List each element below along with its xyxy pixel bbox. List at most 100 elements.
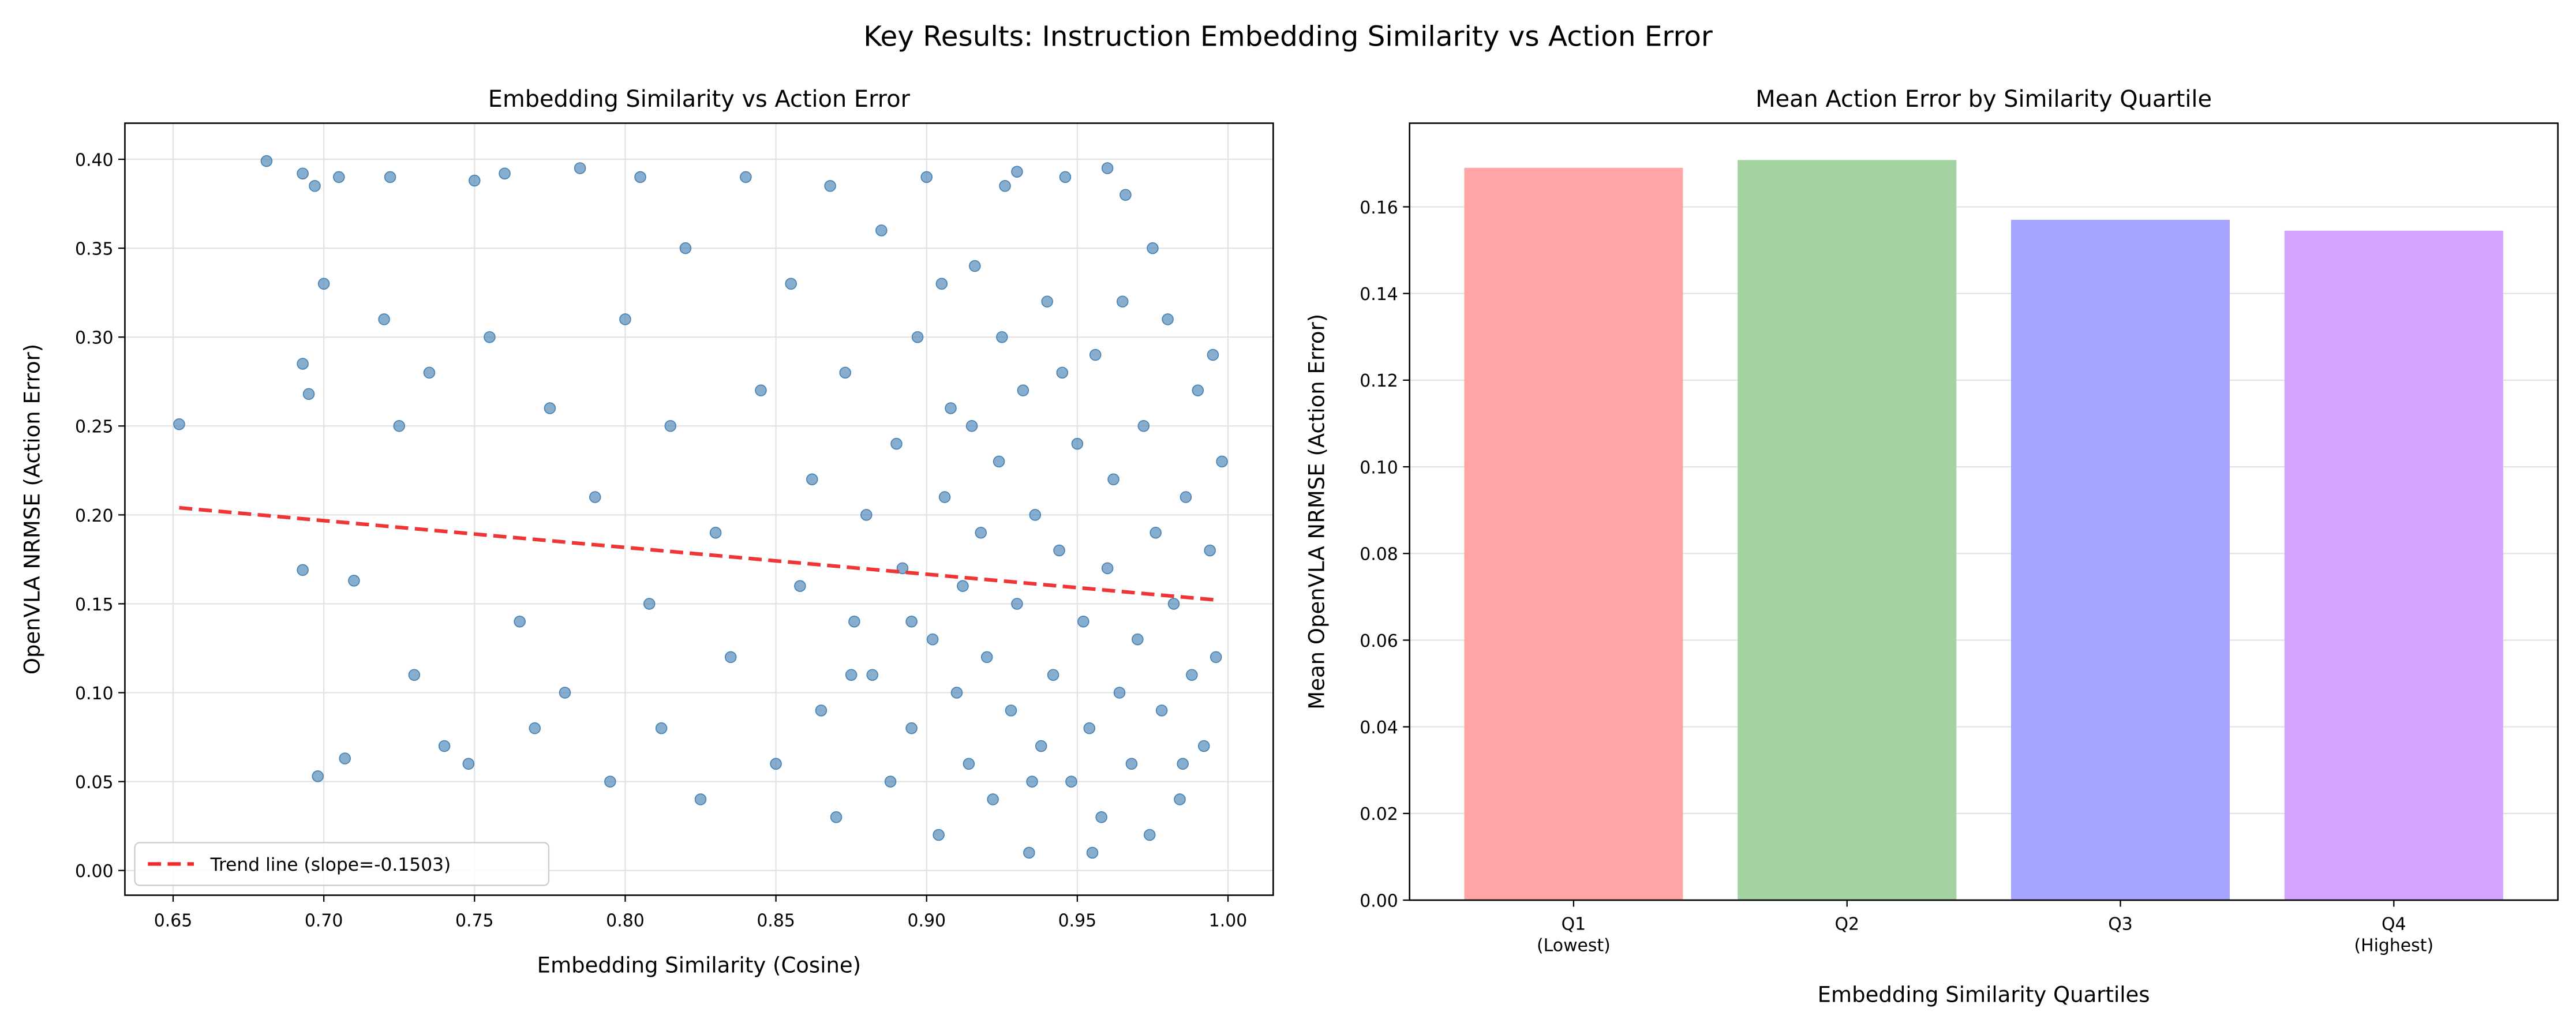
point <box>514 616 526 628</box>
point <box>806 473 818 485</box>
point <box>824 180 836 192</box>
point <box>317 278 330 290</box>
y-axis-label: Mean OpenVLA NRMSE (Action Error) <box>1305 314 1330 710</box>
point <box>999 180 1011 192</box>
point <box>815 705 828 717</box>
point <box>462 758 475 770</box>
point <box>963 758 975 770</box>
y-tick-label: 0.00 <box>75 861 114 882</box>
point <box>845 669 858 681</box>
point <box>589 491 601 503</box>
point <box>1198 740 1210 752</box>
point <box>619 313 631 325</box>
point <box>339 752 351 765</box>
point <box>393 420 405 432</box>
y-tick-label: 0.20 <box>75 506 114 526</box>
point <box>875 224 888 237</box>
chart-title: Mean Action Error by Similarity Quartile <box>1755 86 2212 113</box>
legend-label: Trend line (slope=-0.1503) <box>209 855 451 875</box>
x-tick-sublabel: (Highest) <box>2354 935 2433 955</box>
point <box>1162 313 1174 325</box>
point <box>408 669 421 681</box>
point <box>1216 455 1228 468</box>
point <box>866 669 878 681</box>
point <box>1086 846 1099 859</box>
point <box>438 740 451 752</box>
point <box>1137 420 1150 432</box>
point <box>1095 811 1107 823</box>
x-tick-label: 0.75 <box>455 911 494 931</box>
point <box>1155 705 1168 717</box>
point <box>1023 846 1035 859</box>
point <box>664 420 677 432</box>
point <box>1132 633 1144 646</box>
point <box>694 793 707 805</box>
x-tick-label: Q1 <box>1562 914 1586 934</box>
bar <box>1738 160 1957 901</box>
bar <box>2011 219 2230 901</box>
y-tick-label: 0.02 <box>1360 804 1398 825</box>
point <box>297 167 309 179</box>
y-tick-label: 0.12 <box>1360 371 1398 391</box>
point <box>1101 562 1114 575</box>
point <box>574 162 586 174</box>
point <box>1083 722 1096 735</box>
point <box>740 171 752 183</box>
point <box>1077 616 1089 628</box>
point <box>1059 171 1072 183</box>
point <box>848 616 860 628</box>
point <box>679 242 692 254</box>
point <box>920 171 933 183</box>
x-tick-label: Q2 <box>1834 914 1859 934</box>
point <box>785 278 797 290</box>
point <box>933 829 945 841</box>
point <box>297 358 309 370</box>
point <box>905 722 918 735</box>
point <box>896 562 909 575</box>
point <box>980 651 993 664</box>
bar <box>1464 167 1683 901</box>
point <box>333 171 345 183</box>
y-tick-label: 0.15 <box>75 595 114 615</box>
point <box>173 418 185 430</box>
x-tick-label: 0.95 <box>1058 911 1097 931</box>
point <box>559 687 571 699</box>
y-tick-label: 0.14 <box>1360 284 1398 305</box>
x-tick-label: 0.65 <box>154 911 193 931</box>
point <box>890 437 903 450</box>
bar <box>2284 230 2503 901</box>
point <box>1026 775 1038 788</box>
x-tick-label: Q4 <box>2382 914 2406 934</box>
y-tick-label: 0.08 <box>1360 545 1398 565</box>
point <box>348 575 360 587</box>
point <box>260 155 273 167</box>
point <box>884 775 897 788</box>
point <box>926 633 939 646</box>
point <box>1147 242 1159 254</box>
point <box>1180 491 1192 503</box>
point <box>1065 775 1077 788</box>
point <box>655 722 668 735</box>
point <box>297 564 309 576</box>
y-tick-label: 0.30 <box>75 328 114 349</box>
point <box>384 171 396 183</box>
point <box>794 580 806 592</box>
point <box>957 580 969 592</box>
y-tick-label: 0.04 <box>1360 718 1398 738</box>
y-tick-label: 0.16 <box>1360 198 1398 218</box>
point <box>1056 366 1069 379</box>
point <box>1167 598 1180 610</box>
trend-line <box>179 505 1219 602</box>
point <box>1177 758 1189 770</box>
point <box>529 722 541 735</box>
point <box>634 171 646 183</box>
point <box>1204 544 1216 557</box>
point <box>378 313 390 325</box>
plot-frame <box>124 122 1274 896</box>
y-tick-label: 0.10 <box>1360 458 1398 478</box>
point <box>484 331 496 343</box>
point <box>1053 544 1065 557</box>
point <box>1017 384 1029 396</box>
